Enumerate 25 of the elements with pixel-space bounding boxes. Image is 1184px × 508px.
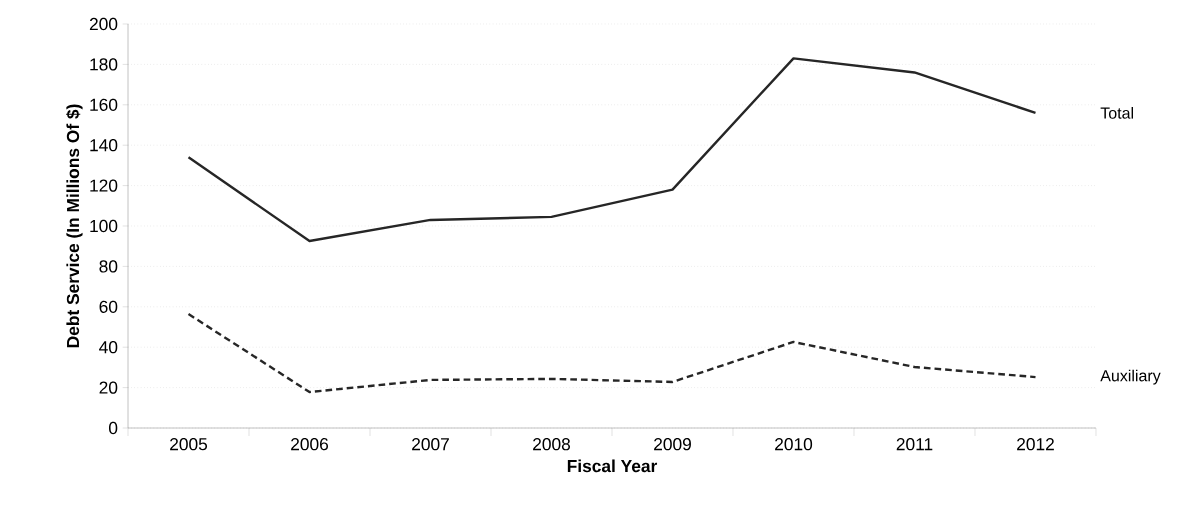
x-tick-label: 2005	[170, 438, 208, 451]
y-tick-label: 120	[90, 179, 118, 192]
y-tick-label: 40	[99, 341, 118, 354]
x-tick-label: 2006	[291, 438, 329, 451]
line-series	[187, 57, 1037, 243]
text: Total	[1100, 107, 1134, 119]
x-tick-label: 2008	[533, 438, 571, 451]
x-tick-label: 2011	[896, 438, 933, 451]
x-tick-label: 2009	[654, 438, 691, 451]
y-tick-label: 0	[108, 421, 118, 435]
x-tick-label: 2010	[775, 438, 813, 451]
y-tick-label: 200	[89, 17, 118, 31]
x-tick-label: 2012	[1017, 438, 1054, 451]
y-tick-label: 20	[99, 381, 118, 394]
x-tick-label: 2007	[412, 438, 449, 451]
y-axis-title: Debt Service (In Millions Of $)	[66, 104, 83, 348]
text: Auxiliary	[1100, 369, 1161, 385]
y-tick-label: 60	[99, 300, 118, 313]
y-tick-label: 80	[99, 260, 118, 273]
line-series	[187, 312, 1037, 394]
y-tick-label: 180	[90, 58, 118, 71]
x-axis-title: Fiscal Year	[567, 459, 658, 473]
y-tick-label: 160	[90, 98, 118, 111]
y-tick-label: 100	[90, 219, 118, 233]
y-tick-label: 140	[90, 139, 118, 152]
